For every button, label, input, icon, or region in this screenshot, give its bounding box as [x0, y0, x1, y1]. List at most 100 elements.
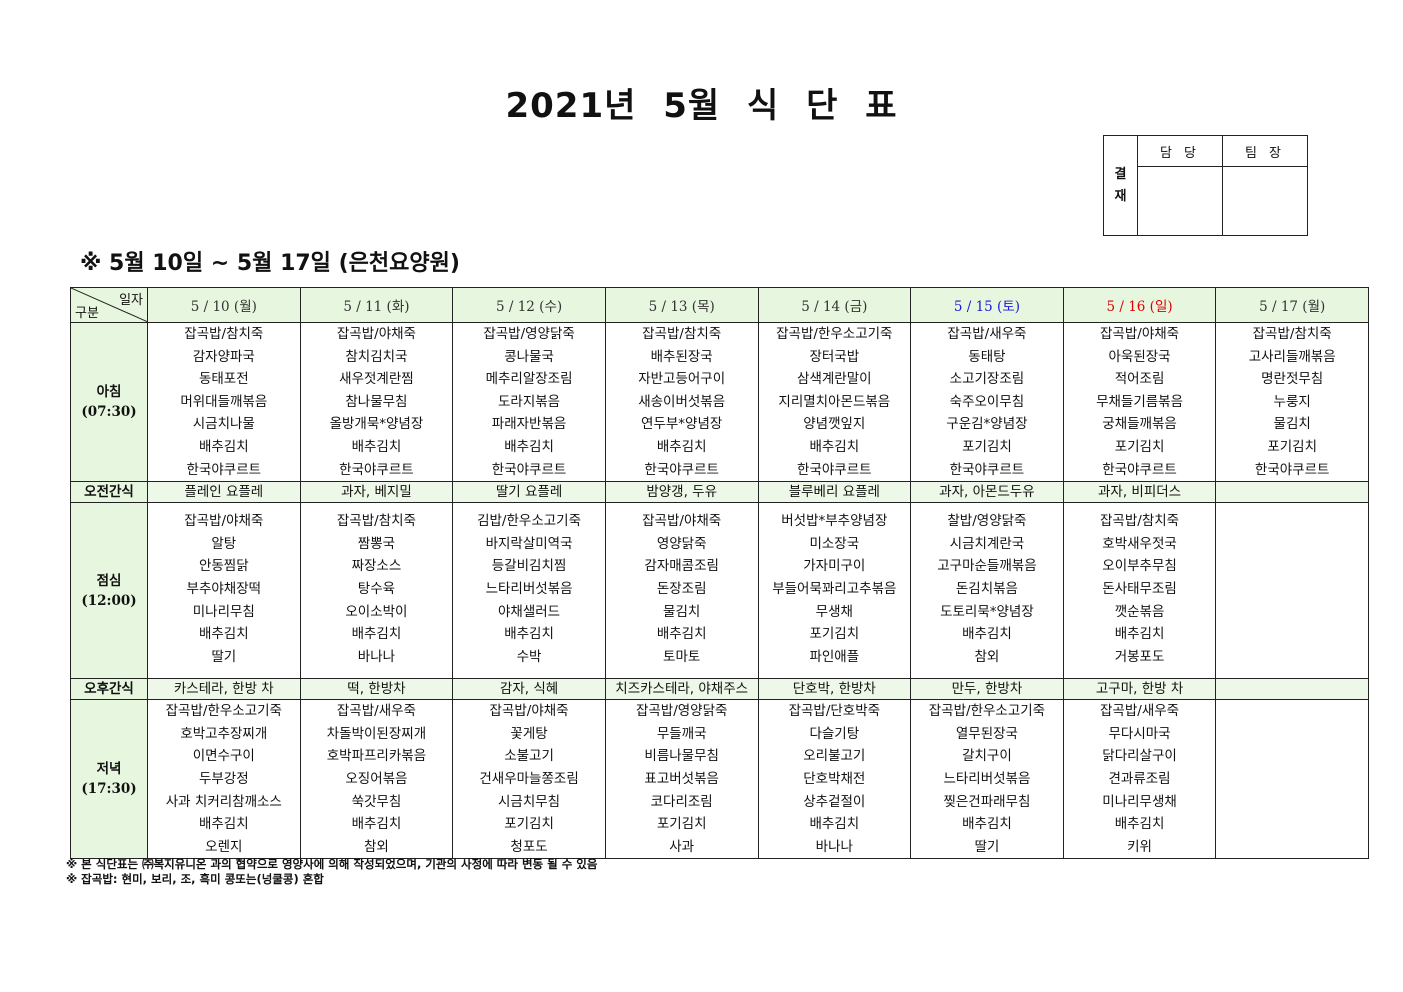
- menu-item: 물김치: [663, 603, 701, 620]
- menu-item: 오이소박이: [345, 603, 408, 620]
- menu-item: 새우젓계란찜: [339, 371, 414, 388]
- breakfast-label: 아침 (07:30): [70, 321, 148, 483]
- menu-item: 잡곡밥/야채죽: [489, 703, 569, 720]
- menu-item: 포기김치: [962, 438, 1012, 455]
- menu-item: 배추김치: [809, 438, 860, 455]
- approval-label: 결 재: [1103, 135, 1138, 236]
- menu-item: 잡곡밥/참치죽: [642, 326, 722, 342]
- menu-item: 시금치계란국: [949, 535, 1025, 552]
- menu-item: 구운김*양념장: [946, 416, 1028, 433]
- meal-table: 일자 구분 5 / 10 (월) 5 / 11 (화) 5 / 12 (수) 5 / 13…: [70, 287, 1369, 860]
- menu-item: 한국야쿠르트: [949, 461, 1025, 478]
- menu-item: 야채샐러드: [498, 603, 561, 620]
- menu-cell: 잡곡밥/참치죽 호박새우젓국 오이부추무침 돈사태무조림 깻순볶음 배추김치 거봉포도: [1062, 502, 1217, 680]
- menu-item: 배추김치: [504, 438, 554, 455]
- menu-item: 딸기: [211, 648, 237, 665]
- menu-item: 청포도: [510, 838, 548, 855]
- menu-item: 포기김치: [656, 816, 707, 833]
- menu-cell: 버섯밥*부추양념장 미소장국 가자미구이 부들어묵꽈리고추볶음 무생채 포기김치 파인애플: [757, 502, 912, 680]
- menu-item: 사과 치커리참깨소스: [165, 793, 282, 810]
- meal-name: 아침: [96, 384, 122, 401]
- menu-item: 잡곡밥/새우죽: [336, 703, 416, 720]
- approval-header-manager: 담 당: [1137, 135, 1223, 167]
- menu-item: 동태포전: [198, 371, 249, 388]
- corner-category-label: 구분: [75, 306, 99, 321]
- menu-item: 단호박채전: [803, 770, 866, 787]
- menu-item: 수박: [516, 648, 542, 665]
- menu-item: 메추리알장조림: [485, 371, 573, 388]
- menu-item: 참외: [364, 838, 389, 855]
- menu-item: 오이부추무침: [1102, 558, 1177, 575]
- menu-item: 소고기장조림: [949, 371, 1025, 388]
- snack-cell: 고구마, 한방 차: [1062, 678, 1217, 701]
- menu-item: 새송이버섯볶음: [638, 393, 726, 410]
- menu-item: 한국야쿠르트: [186, 461, 262, 478]
- menu-cell: 잡곡밥/참치죽 고사리들깨볶음 명란젓무침 누룽지 물김치 포기김치 한국야쿠르트: [1215, 321, 1369, 483]
- menu-item: 지리멸치아몬드볶음: [778, 393, 891, 410]
- menu-item: 삼색계란말이: [797, 371, 872, 388]
- snack-cell: 감자, 식혜: [452, 678, 606, 701]
- menu-item: 오렌지: [205, 838, 243, 855]
- signature-cell-teamlead[interactable]: [1222, 166, 1308, 236]
- menu-item: 짬뽕국: [357, 535, 396, 552]
- menu-item: 배추김치: [656, 626, 707, 643]
- menu-item: 파인애플: [809, 648, 860, 665]
- menu-item: 잡곡밥/한우소고기죽: [776, 326, 893, 342]
- menu-item: 포기김치: [809, 626, 860, 643]
- menu-item: 궁채들깨볶음: [1102, 416, 1177, 433]
- corner-date-label: 일자: [119, 293, 143, 308]
- snack-cell: 단호박, 한방차: [757, 678, 912, 701]
- menu-item: 쑥갓무침: [351, 793, 402, 810]
- menu-cell: 잡곡밥/야채죽 꽃게탕 소불고기 건새우마늘쫑조림 시금치무침 포기김치 청포도: [452, 699, 606, 860]
- menu-cell: 김밥/한우소고기죽 바지락살미역국 등갈비김치찜 느타리버섯볶음 야채샐러드 배추김치 수박: [452, 502, 606, 680]
- day-header: 5 / 16 (일): [1062, 287, 1217, 323]
- menu-item: 잡곡밥/야채죽: [642, 513, 722, 530]
- menu-cell: 잡곡밥/새우죽 차돌박이된장찌개 호박파프리카볶음 오징어볶음 쑥갓무침 배추김치 참외: [299, 699, 454, 860]
- menu-item: 배추김치: [809, 816, 860, 833]
- menu-cell: 잡곡밥/단호박죽 다슬기탕 오리불고기 단호박채전 상추겉절이 배추김치 바나나: [757, 699, 912, 860]
- menu-cell: 잡곡밥/참치죽 배추된장국 자반고등어구이 새송이버섯볶음 연두부*양념장 배추김치 한국야…: [604, 321, 759, 483]
- snack-cell: 만두, 한방차: [910, 678, 1064, 701]
- lunch-label: 점심 (12:00): [70, 502, 148, 680]
- day-header: 5 / 12 (수): [452, 287, 606, 323]
- menu-item: 잡곡밥/영양닭죽: [635, 703, 728, 720]
- menu-item: 잡곡밥/야채죽: [1100, 326, 1180, 342]
- menu-item: 잡곡밥/새우죽: [1100, 703, 1180, 720]
- menu-item: 꽃게탕: [510, 725, 548, 742]
- menu-item: 한국야쿠르트: [1102, 461, 1177, 478]
- pm_snack-row: 오후간식 카스테라, 한방 차 떡, 한방차 감자, 식혜 치즈카스테라, 야채주스 단호…: [70, 678, 1369, 701]
- menu-item: 상추겉절이: [803, 793, 866, 810]
- menu-item: 무들깨국: [656, 725, 707, 742]
- day-header: 5 / 13 (목): [604, 287, 759, 323]
- menu-cell: 잡곡밥/영양닭죽 콩나물국 메추리알장조림 도라지볶음 파래자반볶음 배추김치 한국야쿠르트: [452, 321, 606, 483]
- dinner-label: 저녁 (17:30): [70, 699, 148, 860]
- pm_snack-label: 오후간식: [70, 678, 148, 701]
- snack-cell: 과자, 비피더스: [1062, 481, 1217, 504]
- lunch-row: 점심 (12:00) 잡곡밥/야채죽 알탕 안동찜닭 부추야채장떡 미나리무침 배추김치 딸기 잡…: [70, 502, 1369, 680]
- menu-item: 배추김치: [198, 438, 249, 455]
- signature-cell-manager[interactable]: [1137, 166, 1223, 236]
- menu-item: 잡곡밥/새우죽: [947, 326, 1027, 342]
- menu-item: 한국야쿠르트: [339, 461, 414, 478]
- menu-item: 적어조림: [1114, 371, 1165, 388]
- approval-label-char: 재: [1114, 188, 1127, 204]
- menu-cell: 잡곡밥/영양닭죽 무들깨국 비름나물무침 표고버섯볶음 코다리조림 포기김치 사과: [604, 699, 759, 860]
- menu-item: 이면수구이: [192, 748, 255, 765]
- menu-item: 잡곡밥/야채죽: [336, 326, 416, 342]
- menu-item: 호박새우젓국: [1102, 535, 1177, 552]
- dinner-row: 저녁 (17:30) 잡곡밥/한우소고기죽 호박고추장찌개 이면수구이 두부강정 사과 치커…: [70, 699, 1369, 860]
- menu-item: 키위: [1127, 838, 1152, 855]
- meal-name: 점심: [96, 572, 122, 589]
- menu-item: 한국야쿠르트: [491, 461, 567, 478]
- meal-time: (12:00): [81, 592, 137, 609]
- menu-item: 느타리버섯볶음: [943, 770, 1031, 787]
- menu-item: 잡곡밥/참치죽: [1100, 513, 1180, 530]
- menu-item: 잡곡밥/야채죽: [184, 513, 264, 530]
- menu-item: 사과: [669, 838, 695, 855]
- menu-item: 배추김치: [1114, 626, 1165, 643]
- menu-item: 무채들기름볶음: [1096, 393, 1184, 410]
- menu-item: 거봉포도: [1114, 648, 1165, 665]
- menu-item: 깻순볶음: [1114, 603, 1165, 620]
- menu-item: 닭다리살구이: [1102, 748, 1177, 765]
